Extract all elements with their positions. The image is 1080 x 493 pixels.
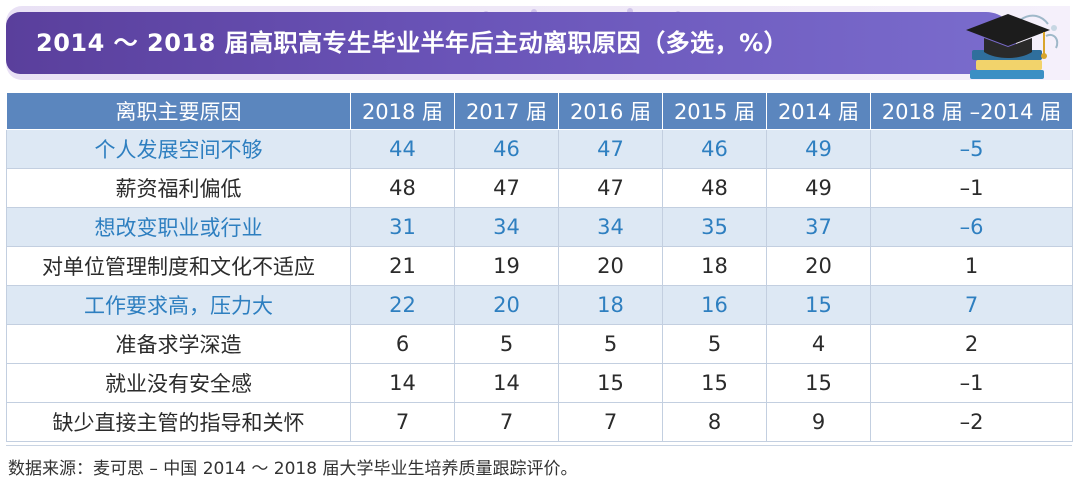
cell-value: 15 — [766, 285, 871, 325]
table-row: 对单位管理制度和文化不适应 21 19 20 18 20 1 — [6, 246, 1073, 286]
cell-value: 1 — [870, 246, 1073, 286]
cell-value: –2 — [870, 402, 1073, 442]
cell-value: 2 — [870, 324, 1073, 364]
cell-value: 7 — [870, 285, 1073, 325]
cell-value: 31 — [350, 207, 455, 247]
cell-value: 20 — [454, 285, 559, 325]
graduation-cap-icon — [966, 14, 1059, 79]
table-row: 工作要求高，压力大 22 20 18 16 15 7 — [6, 285, 1073, 325]
page-title: 2014 ～ 2018 届高职高专生毕业半年后主动离职原因（多选，%） — [36, 29, 789, 57]
title-banner: 2014 ～ 2018 届高职高专生毕业半年后主动离职原因（多选，%） — [6, 6, 1070, 80]
column-header-2018: 2018 届 — [350, 92, 455, 130]
table-row: 薪资福利偏低 48 47 47 48 49 –1 — [6, 168, 1073, 208]
cell-value: 21 — [350, 246, 455, 286]
table-row: 准备求学深造 6 5 5 5 4 2 — [6, 324, 1073, 364]
table-row: 想改变职业或行业 31 34 34 35 37 –6 — [6, 207, 1073, 247]
column-header-change: 2018 届 –2014 届 — [870, 92, 1073, 130]
cell-reason: 工作要求高，压力大 — [6, 285, 351, 325]
cell-value: 46 — [662, 129, 767, 169]
table-row: 个人发展空间不够 44 46 47 46 49 –5 — [6, 129, 1073, 169]
cell-value: –5 — [870, 129, 1073, 169]
cell-value: 19 — [454, 246, 559, 286]
data-table: 离职主要原因 2018 届 2017 届 2016 届 2015 届 2014 … — [6, 92, 1073, 442]
cell-value: 47 — [558, 129, 663, 169]
cell-value: 4 — [766, 324, 871, 364]
cell-reason: 缺少直接主管的指导和关怀 — [6, 402, 351, 442]
cell-value: 18 — [558, 285, 663, 325]
table-row: 就业没有安全感 14 14 15 15 15 –1 — [6, 363, 1073, 403]
column-header-2015: 2015 届 — [662, 92, 767, 130]
cell-value: –1 — [870, 168, 1073, 208]
column-header-2017: 2017 届 — [454, 92, 559, 130]
cell-value: 34 — [558, 207, 663, 247]
cell-value: –1 — [870, 363, 1073, 403]
cell-value: 47 — [454, 168, 559, 208]
cell-reason: 个人发展空间不够 — [6, 129, 351, 169]
cell-value: 15 — [766, 363, 871, 403]
cell-value: 14 — [454, 363, 559, 403]
title-bar: 2014 ～ 2018 届高职高专生毕业半年后主动离职原因（多选，%） — [6, 12, 1016, 74]
cell-value: 7 — [558, 402, 663, 442]
cell-value: 8 — [662, 402, 767, 442]
cell-value: 9 — [766, 402, 871, 442]
cell-value: 37 — [766, 207, 871, 247]
cell-value: 49 — [766, 168, 871, 208]
cell-value: 20 — [766, 246, 871, 286]
cell-value: 15 — [558, 363, 663, 403]
cell-value: 46 — [454, 129, 559, 169]
cell-reason: 想改变职业或行业 — [6, 207, 351, 247]
column-header-reason: 离职主要原因 — [6, 92, 351, 130]
cell-reason: 薪资福利偏低 — [6, 168, 351, 208]
cell-value: 35 — [662, 207, 767, 247]
cell-value: 47 — [558, 168, 663, 208]
column-header-2014: 2014 届 — [766, 92, 871, 130]
column-header-2016: 2016 届 — [558, 92, 663, 130]
cell-value: 48 — [350, 168, 455, 208]
table-header-row: 离职主要原因 2018 届 2017 届 2016 届 2015 届 2014 … — [6, 92, 1073, 130]
cell-value: 44 — [350, 129, 455, 169]
cell-value: 6 — [350, 324, 455, 364]
cell-value: 34 — [454, 207, 559, 247]
table-body: 个人发展空间不够 44 46 47 46 49 –5 薪资福利偏低 48 47 47 48 49 –1 想改… — [6, 129, 1073, 442]
cell-reason: 对单位管理制度和文化不适应 — [6, 246, 351, 286]
cell-value: 15 — [662, 363, 767, 403]
cell-value: –6 — [870, 207, 1073, 247]
cell-value: 7 — [454, 402, 559, 442]
table-row: 缺少直接主管的指导和关怀 7 7 7 8 9 –2 — [6, 402, 1073, 442]
cell-value: 18 — [662, 246, 767, 286]
cell-value: 20 — [558, 246, 663, 286]
divider — [6, 445, 1072, 446]
cell-value: 16 — [662, 285, 767, 325]
cell-value: 5 — [558, 324, 663, 364]
cell-value: 48 — [662, 168, 767, 208]
cell-reason: 就业没有安全感 — [6, 363, 351, 403]
cell-value: 5 — [662, 324, 767, 364]
cell-value: 7 — [350, 402, 455, 442]
source-note: 数据来源：麦可思 – 中国 2014 ～ 2018 届大学毕业生培养质量跟踪评价… — [8, 459, 578, 479]
cell-value: 5 — [454, 324, 559, 364]
cell-value: 49 — [766, 129, 871, 169]
cell-value: 22 — [350, 285, 455, 325]
cell-value: 14 — [350, 363, 455, 403]
cell-reason: 准备求学深造 — [6, 324, 351, 364]
